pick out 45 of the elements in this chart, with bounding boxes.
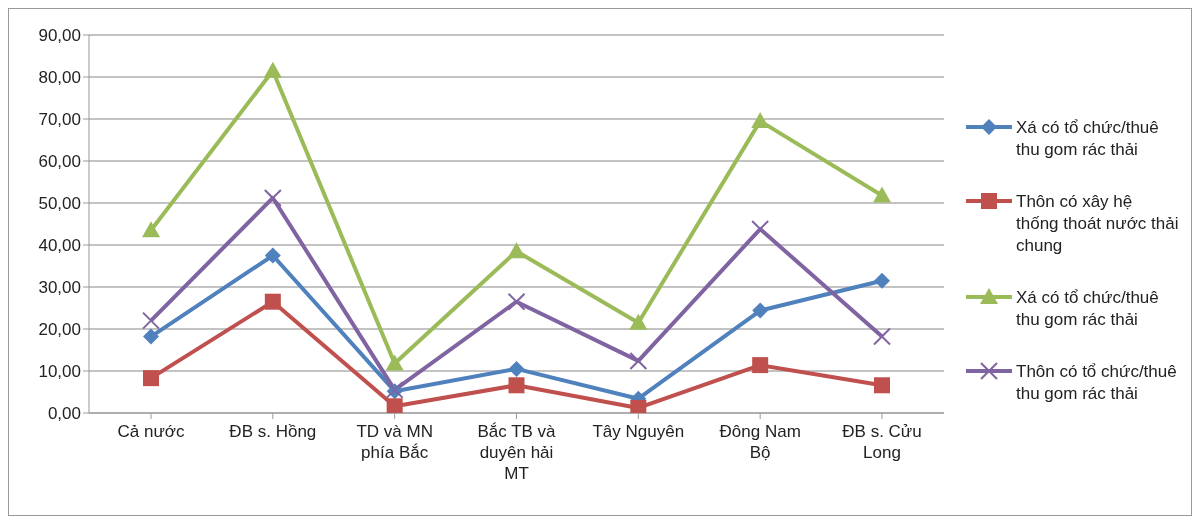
y-tick-label: 60,00 xyxy=(38,152,81,172)
legend-label: Thôn có xây hệ thống thoát nước thải chung xyxy=(1016,191,1179,257)
point xyxy=(142,311,160,330)
point xyxy=(508,377,525,394)
point xyxy=(143,328,159,345)
point xyxy=(629,351,648,370)
point xyxy=(263,188,282,207)
point xyxy=(874,272,890,289)
y-tick-label: 30,00 xyxy=(38,278,81,298)
y-tick-label: 80,00 xyxy=(38,68,81,88)
point xyxy=(264,293,281,310)
y-tick-label: 20,00 xyxy=(38,320,81,340)
y-tick-label: 70,00 xyxy=(38,110,81,130)
point xyxy=(143,370,159,387)
legend-label: Xá có tổ chức/thuê thu gom rác thải xyxy=(1016,117,1160,161)
point xyxy=(630,399,647,413)
y-tick-label: 10,00 xyxy=(38,362,81,382)
y-tick-label: 0,00 xyxy=(47,404,81,424)
point xyxy=(751,112,770,129)
point xyxy=(507,292,526,311)
point xyxy=(752,357,769,374)
x-tick-label: ĐB s. Cửu Long xyxy=(842,422,922,462)
x-tick-label: Tây Nguyên xyxy=(592,422,685,441)
y-tick-label: 40,00 xyxy=(38,236,81,256)
x-tick-label: ĐB s. Hồng xyxy=(229,422,317,441)
legend-label: Xá có tổ chức/thuê thu gom rác thải xyxy=(1016,287,1160,331)
legend-label: Thôn có tổ chức/thuê thu gom rác thải xyxy=(1016,361,1178,405)
x-tick-label: Bắc TB và duyên hải MT xyxy=(477,422,557,483)
point xyxy=(874,377,890,394)
point xyxy=(752,302,769,319)
point xyxy=(508,360,525,377)
y-tick-label: 50,00 xyxy=(38,194,81,214)
x-tick-label: Cả nước xyxy=(117,422,185,441)
y-tick-label: 90,00 xyxy=(38,26,81,46)
point xyxy=(629,313,648,330)
point xyxy=(263,61,282,78)
x-tick-label: Đông Nam Bộ xyxy=(719,422,801,462)
point xyxy=(873,186,891,203)
point xyxy=(385,354,404,371)
point xyxy=(873,327,891,346)
point xyxy=(264,247,281,264)
point xyxy=(142,221,160,238)
point xyxy=(507,242,526,259)
x-tick-label: TD và MN phía Bắc xyxy=(356,422,433,462)
point xyxy=(386,398,403,413)
